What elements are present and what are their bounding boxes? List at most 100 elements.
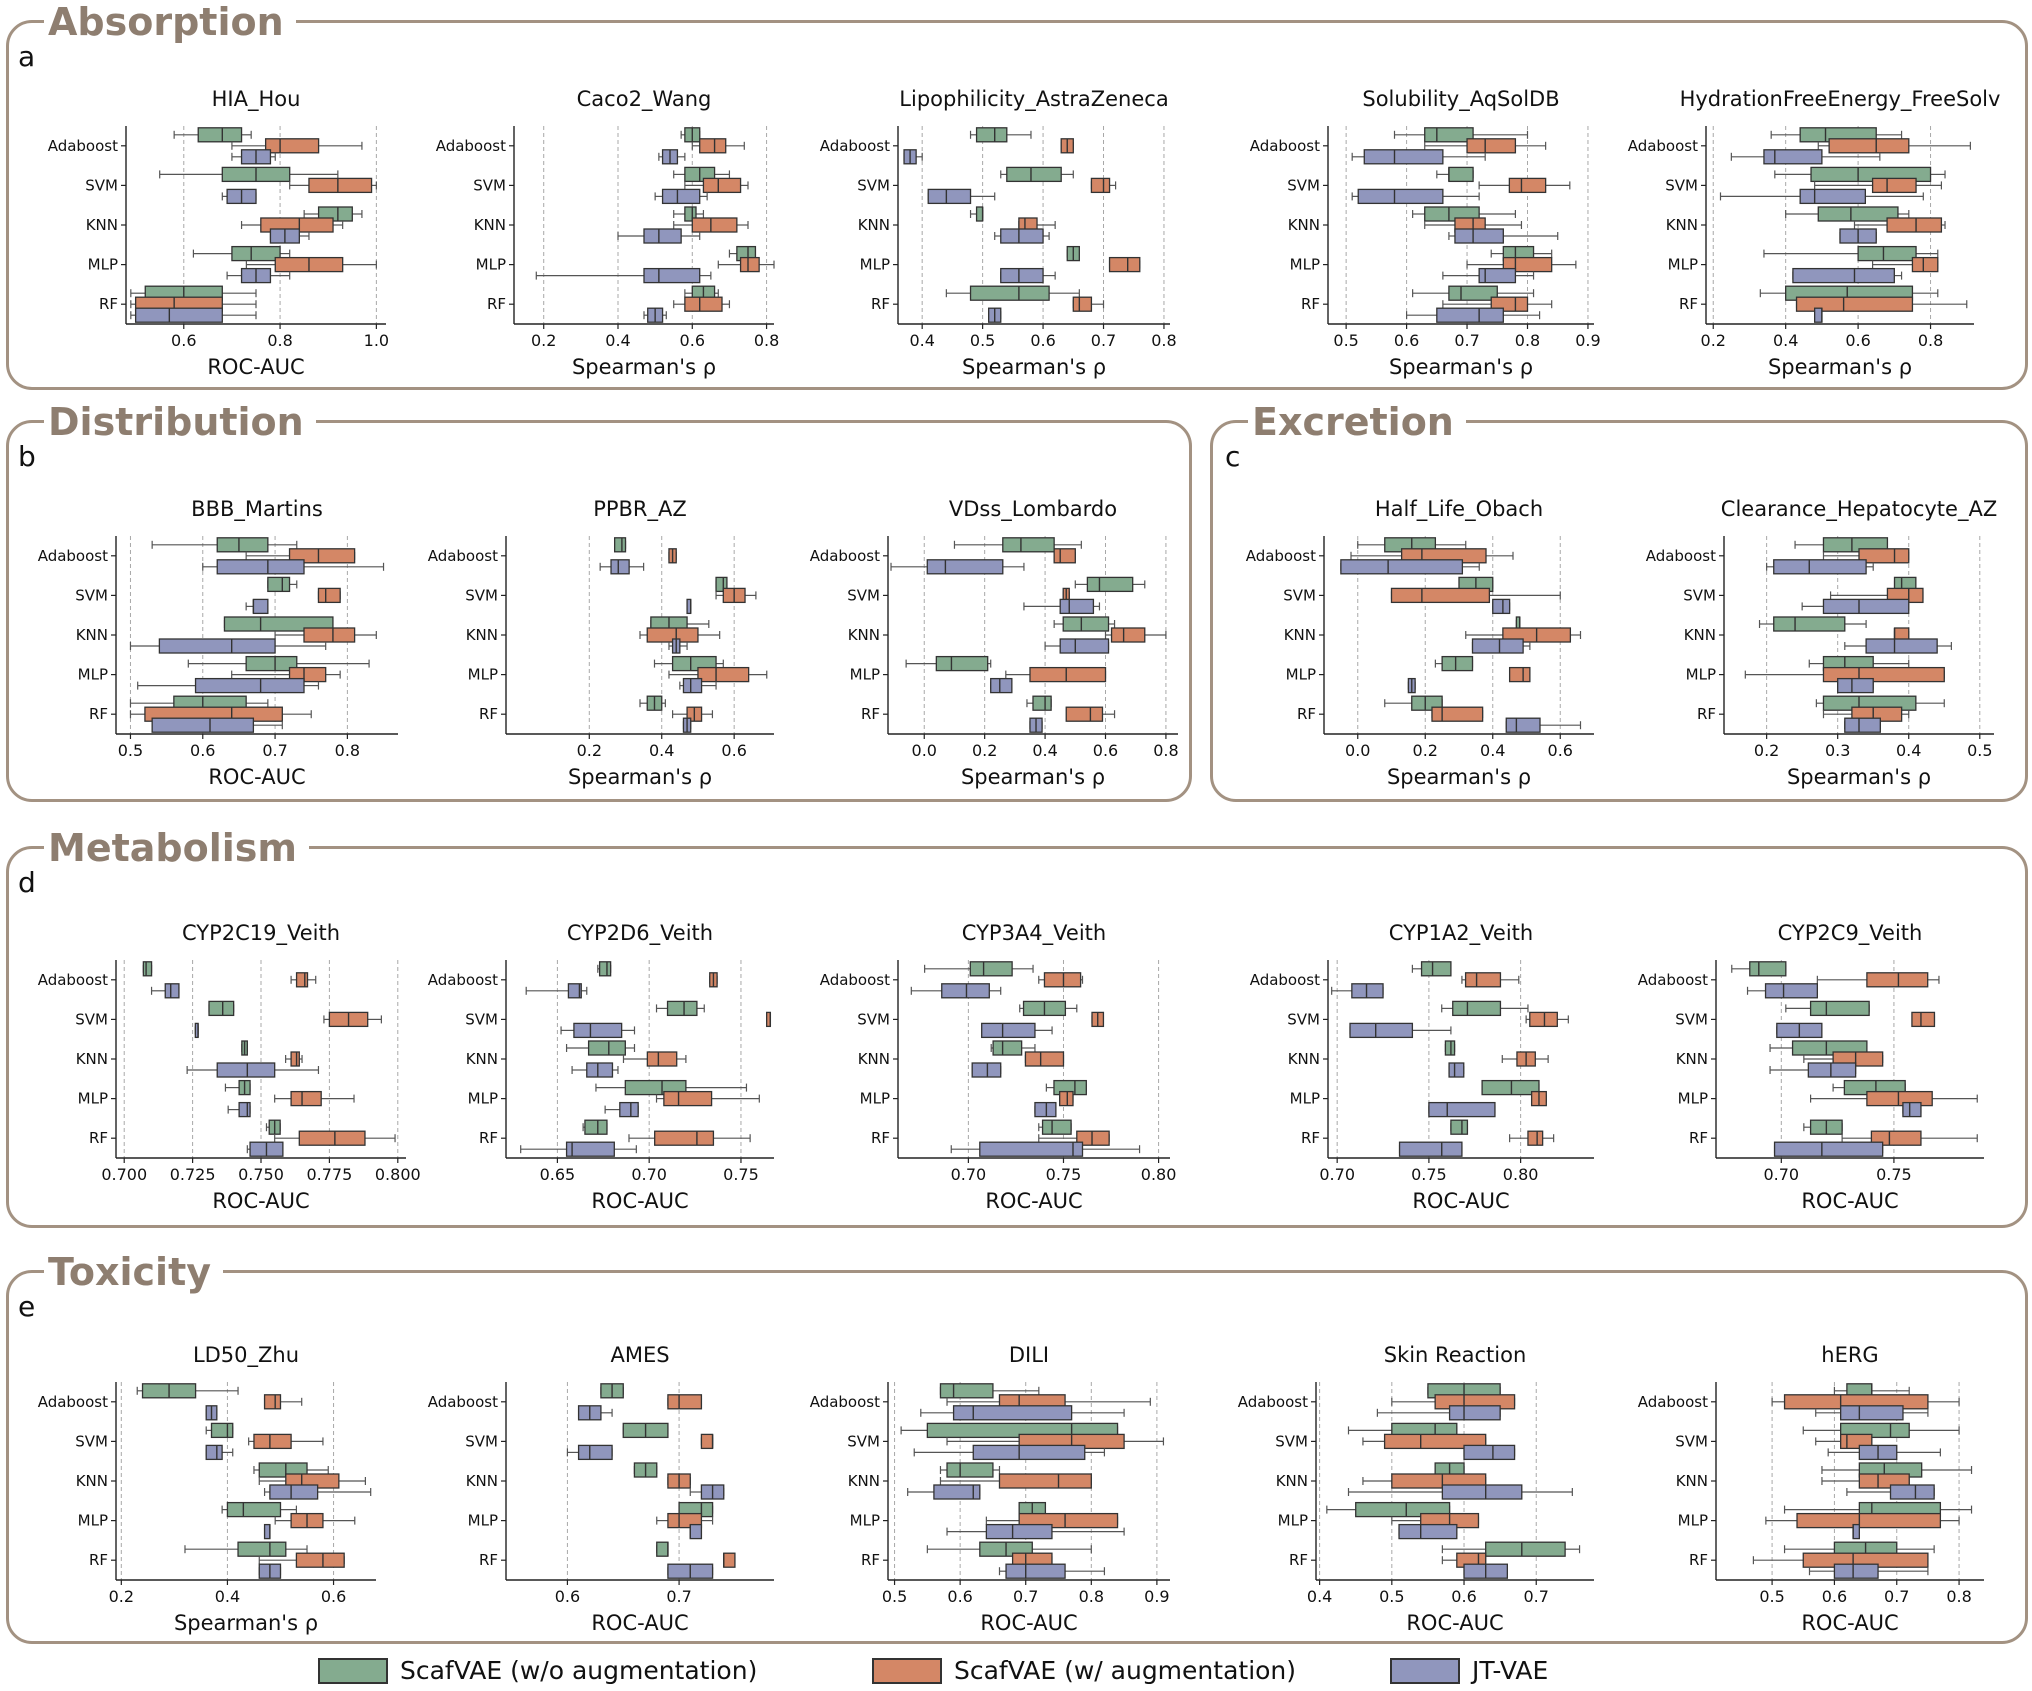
box xyxy=(975,206,984,222)
x-tick-label: 0.0 xyxy=(1345,741,1370,760)
box xyxy=(1870,1130,1922,1146)
y-tick-label: Adaboost xyxy=(428,971,498,989)
box xyxy=(1833,1563,1879,1579)
x-tick-label: 0.7 xyxy=(1524,1587,1549,1606)
y-tick-label: MLP xyxy=(1668,256,1698,274)
box xyxy=(1773,1141,1884,1157)
chart-hia-hou: HIA_Hou 0.6 0.8 1.0 Adaboost SVM KNN MLP RF ROC-A… xyxy=(48,87,389,379)
box xyxy=(298,1130,366,1146)
box xyxy=(1481,1079,1540,1096)
box xyxy=(295,972,309,988)
y-tick-label: KNN xyxy=(1288,1050,1320,1068)
box xyxy=(584,1119,608,1135)
x-tick-label: 0.6 xyxy=(721,741,746,760)
x-tick-label: 0.8 xyxy=(1918,331,1943,350)
y-tick-label: KNN xyxy=(1284,626,1316,644)
box xyxy=(666,1000,698,1017)
box xyxy=(573,1022,623,1039)
box xyxy=(290,1051,300,1067)
y-tick-label: MLP xyxy=(468,1512,498,1530)
x-tick-label: 0.6 xyxy=(190,741,215,760)
section-metabolism xyxy=(6,846,2028,1228)
box xyxy=(308,177,373,194)
chart-cyp3a4: CYP3A4_Veith 0.70 0.75 0.80 Adaboost SVM KNN ML… xyxy=(820,921,1177,1213)
x-tick-label: 0.4 xyxy=(605,331,630,350)
box xyxy=(1902,1101,1922,1118)
section-toxicity xyxy=(6,1270,2028,1644)
box xyxy=(1398,1141,1463,1157)
chart-title: Lipophilicity_AstraZeneca xyxy=(899,87,1168,112)
box xyxy=(1351,983,1384,999)
box xyxy=(990,677,1013,694)
box xyxy=(646,1051,678,1067)
chart-title: CYP2C9_Veith xyxy=(1778,921,1923,946)
box xyxy=(992,1040,1023,1056)
box xyxy=(142,961,153,977)
box xyxy=(1398,1523,1458,1540)
legend-label: JT-VAE xyxy=(1472,1656,1549,1685)
box xyxy=(1090,177,1111,194)
box xyxy=(1837,677,1874,694)
box xyxy=(567,983,582,999)
x-tick-label: 0.2 xyxy=(531,331,556,350)
panel-letter-d: d xyxy=(18,866,36,899)
panel-letter-a: a xyxy=(18,40,36,73)
y-tick-label: MLP xyxy=(468,666,498,684)
y-tick-label: RF xyxy=(89,705,108,723)
box xyxy=(1485,1541,1566,1557)
box xyxy=(1390,587,1491,604)
x-tick-label: 0.5 xyxy=(118,741,143,760)
box xyxy=(1448,285,1498,301)
x-tick-label: 0.70 xyxy=(1763,1165,1799,1184)
box xyxy=(253,1433,292,1450)
y-tick-label: SVM xyxy=(85,176,118,194)
y-tick-label: MLP xyxy=(476,256,506,274)
x-tick-label: 0.750 xyxy=(238,1165,284,1184)
y-tick-label: MLP xyxy=(1286,666,1316,684)
section-title-excretion: Excretion xyxy=(1248,400,1466,444)
y-tick-label: RF xyxy=(1689,1551,1708,1569)
box xyxy=(1029,666,1107,683)
box xyxy=(1852,1523,1860,1540)
y-tick-label: Adaboost xyxy=(820,137,890,155)
box xyxy=(1450,1119,1469,1135)
box xyxy=(1464,972,1502,988)
chart-cyp2d6: CYP2D6_Veith 0.65 0.70 0.75 Adaboost SVM KNN ML… xyxy=(428,921,774,1213)
y-tick-label: RF xyxy=(1679,295,1698,313)
section-excretion xyxy=(1210,420,2028,802)
legend-swatch-blue xyxy=(1390,1658,1460,1684)
x-tick-label: 0.8 xyxy=(754,331,779,350)
x-tick-label: 0.725 xyxy=(170,1165,216,1184)
x-tick-label: 0.7 xyxy=(1884,1587,1909,1606)
legend-label: ScafVAE (w/ augmentation) xyxy=(954,1656,1297,1685)
box xyxy=(1454,228,1504,244)
box xyxy=(565,1141,615,1157)
x-tick-label: 0.800 xyxy=(375,1165,421,1184)
x-axis-label: Spearman's ρ xyxy=(572,355,716,379)
box xyxy=(1002,537,1055,553)
chart-title: HydrationFreeEnergy_FreeSolv xyxy=(1680,87,2001,112)
box xyxy=(661,188,701,205)
x-axis-label: ROC-AUC xyxy=(208,765,305,789)
box xyxy=(1436,307,1504,323)
box xyxy=(1796,1512,1942,1529)
box xyxy=(587,1040,626,1056)
x-axis-label: ROC-AUC xyxy=(591,1611,688,1635)
x-tick-label: 0.7 xyxy=(666,1587,691,1606)
chart-vdss-lombardo: VDss_Lombardo 0.0 0.2 0.4 0.6 0.8 Adaboost SVM K… xyxy=(810,497,1179,789)
chart-title: CYP2D6_Veith xyxy=(567,921,713,946)
x-tick-label: 0.2 xyxy=(1413,741,1438,760)
y-tick-label: SVM xyxy=(1683,586,1716,604)
x-tick-label: 1.0 xyxy=(364,331,389,350)
chart-title: LD50_Zhu xyxy=(193,1343,299,1368)
box xyxy=(1809,1000,1870,1017)
chart-title: PPBR_AZ xyxy=(593,497,687,522)
y-tick-label: MLP xyxy=(860,1090,890,1108)
x-tick-label: 0.80 xyxy=(1141,1165,1177,1184)
y-tick-label: KNN xyxy=(1676,1050,1708,1068)
y-tick-label: RF xyxy=(487,295,506,313)
chart-half-life-obach: Half_Life_Obach 0.0 0.2 0.4 0.6 Adaboost SVM KN… xyxy=(1246,497,1594,789)
box xyxy=(1840,1405,1904,1421)
box xyxy=(1773,559,1867,575)
y-tick-label: RF xyxy=(1689,1129,1708,1147)
